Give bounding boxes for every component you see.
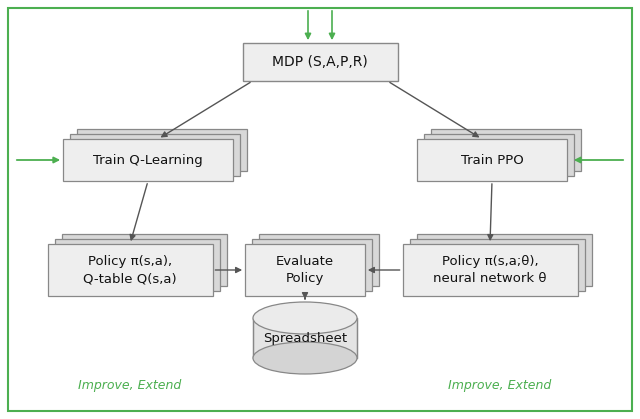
- Bar: [54, 239, 220, 291]
- Ellipse shape: [253, 342, 357, 374]
- Bar: [77, 129, 247, 171]
- Text: Policy π(s,a),
Q-table Q(s,a): Policy π(s,a), Q-table Q(s,a): [83, 255, 177, 285]
- Text: Evaluate
Policy: Evaluate Policy: [276, 255, 334, 285]
- Bar: [259, 234, 379, 286]
- Bar: [252, 239, 372, 291]
- Bar: [410, 239, 584, 291]
- Bar: [63, 139, 233, 181]
- Bar: [47, 244, 212, 296]
- Text: Improve, Extend: Improve, Extend: [449, 378, 552, 391]
- Text: Policy π(s,a;θ),
neural network θ: Policy π(s,a;θ), neural network θ: [433, 255, 547, 285]
- Text: Improve, Extend: Improve, Extend: [78, 378, 182, 391]
- Ellipse shape: [253, 302, 357, 334]
- Bar: [243, 43, 397, 81]
- Text: Train PPO: Train PPO: [461, 153, 524, 166]
- Bar: [417, 139, 567, 181]
- Bar: [61, 234, 227, 286]
- Text: Spreadsheet: Spreadsheet: [263, 331, 347, 344]
- Bar: [70, 134, 240, 176]
- Bar: [424, 134, 574, 176]
- Bar: [253, 318, 357, 358]
- Bar: [417, 234, 591, 286]
- Text: Train Q-Learning: Train Q-Learning: [93, 153, 203, 166]
- Bar: [403, 244, 577, 296]
- Text: MDP (S,A,P,R): MDP (S,A,P,R): [272, 55, 368, 69]
- Bar: [245, 244, 365, 296]
- Bar: [431, 129, 581, 171]
